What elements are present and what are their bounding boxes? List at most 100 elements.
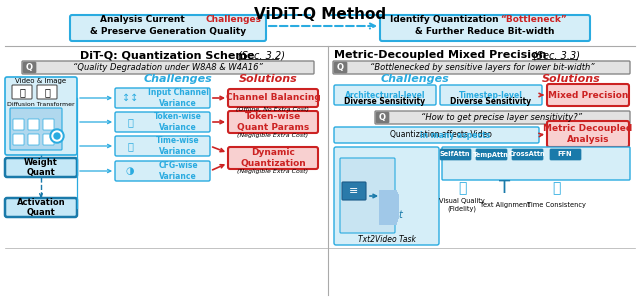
Text: Token-wise
Variance: Token-wise Variance [154,113,202,131]
Text: CFG-wise
Variance: CFG-wise Variance [158,161,198,181]
Text: Token-wise
Quant Params: Token-wise Quant Params [237,113,309,131]
Text: 🕐: 🕐 [127,141,133,151]
FancyBboxPatch shape [382,192,398,222]
Text: DiT-Q: Quantization Scheme: DiT-Q: Quantization Scheme [80,50,254,60]
FancyBboxPatch shape [379,190,397,225]
Text: Mixed Precision: Mixed Precision [548,91,628,99]
Text: Dynamic
Quantization: Dynamic Quantization [240,149,306,167]
FancyBboxPatch shape [10,108,62,150]
Text: 🏷: 🏷 [127,117,133,127]
Text: & Further Reduce Bit-width: & Further Reduce Bit-width [415,27,555,35]
FancyBboxPatch shape [512,149,543,160]
Text: 🌄: 🌄 [44,87,50,97]
FancyBboxPatch shape [547,121,629,147]
FancyBboxPatch shape [23,62,36,73]
Text: SelfAttn: SelfAttn [440,152,470,157]
Text: Activation
Quant: Activation Quant [17,198,65,217]
FancyBboxPatch shape [342,182,366,200]
FancyBboxPatch shape [376,112,389,123]
Circle shape [54,133,60,139]
FancyBboxPatch shape [228,147,318,169]
Circle shape [52,131,62,141]
Text: Timestep-level: Timestep-level [459,91,523,99]
Text: Diverse Sensitivity: Diverse Sensitivity [344,98,426,106]
FancyBboxPatch shape [334,85,436,105]
FancyBboxPatch shape [547,84,629,106]
FancyBboxPatch shape [5,198,77,217]
FancyBboxPatch shape [115,88,210,108]
Text: 🖥: 🖥 [19,87,25,97]
FancyBboxPatch shape [228,111,318,133]
FancyBboxPatch shape [334,127,539,143]
Text: (Offline, No Extra Cost): (Offline, No Extra Cost) [237,107,310,113]
Text: ◑: ◑ [125,166,134,176]
Text: (Negligible Extra Cost): (Negligible Extra Cost) [237,134,308,138]
Text: Challenges: Challenges [381,74,449,84]
FancyBboxPatch shape [5,158,77,177]
Text: Channel Balancing: Channel Balancing [226,94,321,102]
Text: “Quality Degradation under W8A8 & W4A16”: “Quality Degradation under W8A8 & W4A16” [73,63,263,72]
Text: Challenges: Challenges [205,16,261,24]
Text: Text Alignment: Text Alignment [480,202,530,208]
Text: Quantization affects Video: Quantization affects Video [390,131,494,139]
Text: Architectural-level: Architectural-level [345,91,425,99]
Text: Q: Q [26,63,33,72]
Text: Q: Q [337,63,344,72]
Text: Diverse Sensitivity: Diverse Sensitivity [451,98,532,106]
Text: & Preserve Generation Quality: & Preserve Generation Quality [90,27,246,35]
Text: in many aspects: in many aspects [420,131,490,139]
Text: “Bottleneck”: “Bottleneck” [500,16,567,24]
Text: “Bottlenecked by sensitive layers for lower bit-width”: “Bottlenecked by sensitive layers for lo… [370,63,595,72]
FancyBboxPatch shape [28,134,39,145]
FancyBboxPatch shape [442,147,630,180]
FancyBboxPatch shape [43,119,54,130]
Text: Metric-Decoupled Mixed Precision: Metric-Decoupled Mixed Precision [334,50,547,60]
Text: CrossAttn: CrossAttn [509,152,545,157]
FancyBboxPatch shape [115,161,210,181]
FancyBboxPatch shape [43,134,54,145]
FancyBboxPatch shape [440,85,542,105]
Text: Metric Decoupled
Analysis: Metric Decoupled Analysis [543,124,632,144]
FancyBboxPatch shape [13,134,24,145]
Text: (Sec. 3.3): (Sec. 3.3) [533,50,580,60]
FancyBboxPatch shape [333,61,630,74]
Text: ≡: ≡ [349,186,358,196]
FancyBboxPatch shape [476,149,507,160]
Text: Q: Q [379,113,386,122]
Text: ↕↕: ↕↕ [122,93,138,103]
Text: Visual Quality
(Fidelity): Visual Quality (Fidelity) [439,198,485,212]
FancyBboxPatch shape [70,15,266,41]
FancyBboxPatch shape [334,62,347,73]
Text: Analysis Current: Analysis Current [100,16,188,24]
Text: Input Channel
Variance: Input Channel Variance [148,88,209,108]
Text: Solutions: Solutions [239,74,298,84]
Text: Challenges: Challenges [143,74,212,84]
FancyBboxPatch shape [380,15,590,41]
FancyBboxPatch shape [5,77,77,155]
Text: ViDiT-Q Method: ViDiT-Q Method [254,7,386,22]
FancyBboxPatch shape [228,89,318,107]
Text: 🖼: 🖼 [458,181,466,195]
FancyBboxPatch shape [340,158,395,233]
Circle shape [50,129,64,143]
Text: “How to get precise layer sensitivity?”: “How to get precise layer sensitivity?” [421,113,582,122]
Text: TempAttn: TempAttn [473,152,509,157]
Text: (Sec. 3.2): (Sec. 3.2) [238,50,285,60]
Text: T: T [499,179,511,197]
Text: Solutions: Solutions [541,74,600,84]
Text: 🕛: 🕛 [552,181,560,195]
FancyBboxPatch shape [13,119,24,130]
FancyBboxPatch shape [37,85,57,99]
Text: Time Consistency: Time Consistency [527,202,586,208]
Text: Video & Image: Video & Image [15,78,67,84]
FancyBboxPatch shape [550,149,581,160]
Text: Diffusion Transformer: Diffusion Transformer [7,102,75,106]
FancyBboxPatch shape [22,61,314,74]
FancyBboxPatch shape [115,136,210,156]
FancyBboxPatch shape [334,147,439,245]
FancyBboxPatch shape [385,194,399,219]
FancyBboxPatch shape [375,111,630,124]
Text: (Negligible Extra Cost): (Negligible Extra Cost) [237,170,308,174]
Text: FFN: FFN [557,152,572,157]
Text: Identify Quantization: Identify Quantization [390,16,502,24]
